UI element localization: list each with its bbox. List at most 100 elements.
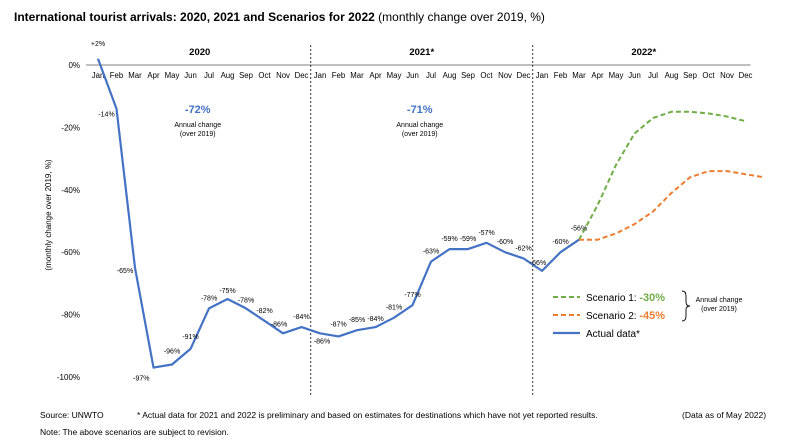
data-label: -84% bbox=[367, 316, 383, 323]
data-label: -86% bbox=[314, 338, 330, 345]
data-label: -65% bbox=[117, 268, 133, 275]
x-tick-label: Dec bbox=[739, 71, 753, 80]
chart-title: International tourist arrivals: 2020, 20… bbox=[14, 10, 545, 24]
x-tick-label: Aug bbox=[665, 71, 679, 80]
legend-label: Scenario 1: -30% bbox=[586, 292, 665, 304]
legend-series-value: -30% bbox=[639, 292, 665, 304]
labels-layer: -72% Annual change (over 2019) -71% Annual c… bbox=[91, 41, 587, 383]
y-tick-label: -40% bbox=[61, 186, 80, 195]
data-label: -77% bbox=[404, 292, 420, 299]
annual-change-note: Annual change bbox=[396, 122, 443, 129]
x-tick-label: Apr bbox=[369, 71, 382, 80]
x-tick-label: Feb bbox=[332, 71, 346, 80]
period-label: 2020 bbox=[189, 47, 210, 58]
marks-layer bbox=[96, 58, 765, 369]
data-label: -78% bbox=[238, 297, 254, 304]
x-tick-label: Jan bbox=[92, 71, 105, 80]
data-label: -84% bbox=[293, 314, 309, 321]
legend-series-name: Scenario 2: bbox=[586, 311, 639, 322]
x-tick-label: Dec bbox=[295, 71, 309, 80]
legend-note: (over 2019) bbox=[701, 306, 737, 313]
data-label: -59% bbox=[460, 236, 476, 243]
y-tick-label: -100% bbox=[57, 373, 80, 382]
x-tick-label: Mar bbox=[128, 71, 142, 80]
x-tick-label: Sep bbox=[239, 71, 254, 80]
x-tick-label: Jul bbox=[648, 71, 658, 80]
source-note: Source: UNWTO bbox=[40, 410, 104, 420]
chart-title-bold: International tourist arrivals: 2020, 20… bbox=[14, 10, 375, 24]
data-label: -87% bbox=[330, 321, 346, 328]
data-label: -85% bbox=[349, 317, 365, 324]
x-tick-label: Nov bbox=[720, 71, 734, 80]
data-label: +2% bbox=[91, 41, 105, 48]
x-tick-label: Dec bbox=[517, 71, 531, 80]
x-tick-label: Jan bbox=[314, 71, 327, 80]
data-label: -86% bbox=[271, 321, 287, 328]
x-tick-label: Jan bbox=[536, 71, 549, 80]
annual-change-value: -72% bbox=[185, 104, 211, 116]
data-label: -81% bbox=[386, 305, 402, 312]
annual-change-note: (over 2019) bbox=[402, 131, 438, 138]
legend-label: Actual data* bbox=[586, 329, 640, 340]
scenario-2-line bbox=[579, 170, 765, 241]
axes-layer: 0% -20% -40% -60% -80% -100% (monthly change o… bbox=[44, 45, 753, 395]
x-tick-label: Mar bbox=[350, 71, 364, 80]
annual-change-value: -71% bbox=[407, 104, 433, 116]
x-tick-label: May bbox=[165, 71, 180, 80]
legend-series-value: -45% bbox=[639, 310, 665, 322]
data-label: -96% bbox=[164, 349, 180, 356]
data-label: -91% bbox=[182, 334, 198, 341]
actual-data-line bbox=[96, 58, 580, 369]
x-tick-label: Jun bbox=[628, 71, 641, 80]
period-label: 2021* bbox=[409, 47, 434, 58]
annual-change-note: (over 2019) bbox=[180, 131, 216, 138]
data-label: -66% bbox=[530, 260, 546, 267]
data-label: -97% bbox=[133, 376, 149, 383]
x-tick-label: Feb bbox=[110, 71, 124, 80]
x-tick-label: Feb bbox=[554, 71, 568, 80]
legend-note: Annual change bbox=[696, 297, 743, 304]
x-tick-label: Sep bbox=[461, 71, 476, 80]
chart-title-rest: (monthly change over 2019, %) bbox=[378, 10, 545, 24]
annual-change-note: Annual change bbox=[174, 122, 221, 129]
y-tick-label: -80% bbox=[61, 311, 80, 320]
scenario-1-line bbox=[578, 110, 746, 241]
x-tick-label: May bbox=[609, 71, 624, 80]
legend-label: Scenario 2: -45% bbox=[586, 310, 665, 322]
x-tick-label: Aug bbox=[443, 71, 457, 80]
legend: Scenario 1: -30%Scenario 2: -45%Actual d… bbox=[553, 290, 743, 340]
data-label: -60% bbox=[552, 239, 568, 246]
x-tick-label: Jun bbox=[406, 71, 419, 80]
y-tick-label: -60% bbox=[61, 248, 80, 257]
y-axis-label: (monthly change over 2019, %) bbox=[44, 159, 53, 271]
data-label: -60% bbox=[497, 239, 513, 246]
x-tick-label: Oct bbox=[258, 71, 271, 80]
x-tick-label: Nov bbox=[276, 71, 290, 80]
legend-series-name: Scenario 1: bbox=[586, 293, 639, 304]
x-tick-label: Oct bbox=[702, 71, 715, 80]
x-tick-label: Jun bbox=[184, 71, 197, 80]
data-label: -82% bbox=[256, 308, 272, 315]
revision-note: Note: The above scenarios are subject to… bbox=[40, 427, 229, 437]
x-tick-label: Oct bbox=[480, 71, 493, 80]
asterisk-note: * Actual data for 2021 and 2022 is preli… bbox=[137, 410, 598, 420]
x-tick-label: Mar bbox=[572, 71, 586, 80]
data-label: -62% bbox=[515, 245, 531, 252]
data-label: -14% bbox=[98, 112, 114, 119]
period-label: 2022* bbox=[631, 47, 656, 58]
x-tick-label: Jul bbox=[204, 71, 214, 80]
x-tick-label: May bbox=[387, 71, 402, 80]
x-tick-label: Nov bbox=[498, 71, 512, 80]
data-label: -56% bbox=[571, 226, 587, 233]
legend-brace bbox=[681, 290, 691, 322]
data-label: -75% bbox=[219, 288, 235, 295]
x-tick-label: Apr bbox=[591, 71, 604, 80]
data-label: -59% bbox=[441, 236, 457, 243]
x-tick-label: Sep bbox=[683, 71, 698, 80]
x-tick-label: Aug bbox=[221, 71, 235, 80]
data-label: -63% bbox=[423, 249, 439, 256]
data-label: -57% bbox=[478, 230, 494, 237]
x-tick-label: Apr bbox=[147, 71, 160, 80]
data-date-note: (Data as of May 2022) bbox=[682, 410, 767, 420]
